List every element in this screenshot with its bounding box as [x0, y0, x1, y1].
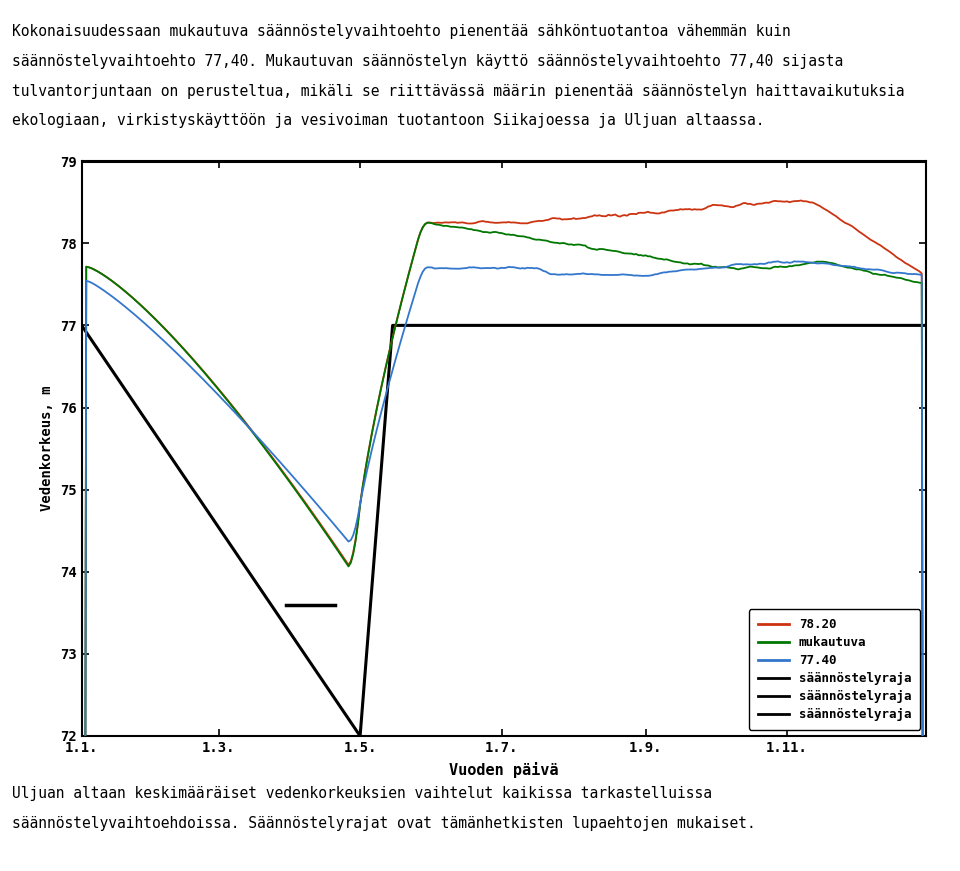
Text: Uljuan altaan keskimääräiset vedenkorkeuksien vaihtelut kaikissa tarkastelluissa: Uljuan altaan keskimääräiset vedenkorkeu… — [12, 786, 711, 800]
Text: tulvantorjuntaan on perusteltua, mikäli se riittävässä määrin pienentää säännöst: tulvantorjuntaan on perusteltua, mikäli … — [12, 84, 904, 98]
Text: ekologiaan, virkistyskäyttöön ja vesivoiman tuotantoon Siikajoessa ja Uljuan alt: ekologiaan, virkistyskäyttöön ja vesivoi… — [12, 113, 764, 128]
Text: Kokonaisuudessaan mukautuva säännöstelyvaihtoehto pienentää sähköntuotantoa vähe: Kokonaisuudessaan mukautuva säännöstelyv… — [12, 24, 790, 39]
Y-axis label: Vedenkorkeus, m: Vedenkorkeus, m — [40, 386, 55, 511]
Text: säännöstelyvaihtoehdoissa. Säännöstelyrajat ovat tämänhetkisten lupaehtojen muka: säännöstelyvaihtoehdoissa. Säännöstelyra… — [12, 816, 756, 831]
X-axis label: Vuoden päivä: Vuoden päivä — [449, 762, 559, 778]
Text: säännöstelyvaihtoehto 77,40. Mukautuvan säännöstelyn käyttö säännöstelyvaihtoeht: säännöstelyvaihtoehto 77,40. Mukautuvan … — [12, 54, 843, 69]
Legend: 78.20, mukautuva, 77.40, säännöstelyraja, säännöstelyraja, säännöstelyraja: 78.20, mukautuva, 77.40, säännöstelyraja… — [749, 609, 920, 730]
